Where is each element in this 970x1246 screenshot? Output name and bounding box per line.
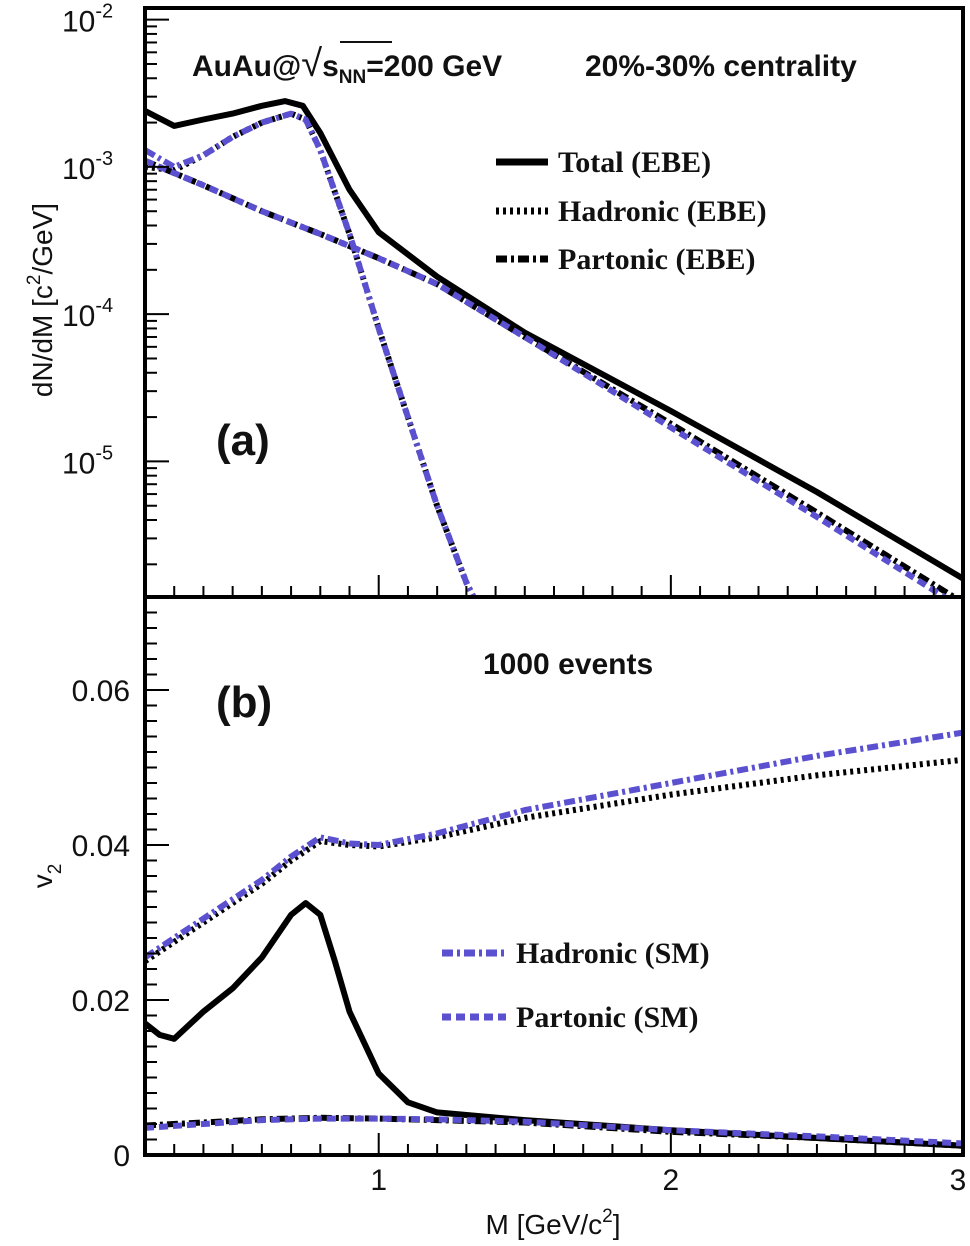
panel-b-curves <box>145 729 963 1149</box>
panel-a-series-2 <box>145 158 960 597</box>
legend-label-hadronic-ebe: Hadronic (EBE) <box>558 195 767 228</box>
panel-a-legend: Total (EBE) Hadronic (EBE) Partonic (EBE… <box>496 146 767 276</box>
panel-b-events: 1000 events <box>483 648 653 681</box>
panel-b-y-tick-label: 0 <box>113 1140 130 1173</box>
panel-b-legend: Hadronic (SM) Partonic (SM) <box>442 937 710 1034</box>
panel-a-series-3 <box>145 110 477 597</box>
panel-b-y-tick-label: 0.06 <box>72 675 130 708</box>
panel-b-y-tick-label: 0.04 <box>72 830 130 863</box>
panel-a-y-tick-label: 10-3 <box>62 148 113 186</box>
legend-label-total: Total (EBE) <box>558 146 711 179</box>
panel-b-ylabel: v2 <box>27 864 66 889</box>
panel-a: 10-2 10-3 10-4 10-5 dN/dM [c2/GeV] AuAu@√sN… <box>24 1 965 599</box>
panel-b-y-tick-labels: 0 0.02 0.04 0.06 <box>72 675 130 1173</box>
panel-a-y-tick-label: 10-5 <box>62 442 113 480</box>
panel-b-y-tick-label: 0.02 <box>72 985 130 1018</box>
panel-a-y-tick-labels: 10-2 10-3 10-4 10-5 <box>62 1 113 481</box>
legend-label-partonic-ebe: Partonic (EBE) <box>558 243 755 276</box>
panel-a-series-0 <box>145 98 963 582</box>
panel-a-series-1 <box>145 110 477 597</box>
panel-b: 0 0.02 0.04 0.06 1 2 3 v2 M [GeV/c2] 1000 eve… <box>27 595 966 1240</box>
panel-a-y-tick-label: 10-2 <box>62 1 113 39</box>
panel-b-xlabel: M [GeV/c2] <box>485 1206 620 1240</box>
panel-a-centrality: 20%-30% centrality <box>585 50 857 83</box>
panel-a-series-4 <box>145 158 951 597</box>
legend-label-partonic-sm: Partonic (SM) <box>516 1001 698 1034</box>
legend-label-hadronic-sm: Hadronic (SM) <box>516 937 710 970</box>
panel-a-ylabel: dN/dM [c2/GeV] <box>24 203 58 397</box>
panel-b-series-2 <box>145 1114 963 1149</box>
panel-b-x-tick-label: 3 <box>950 1164 967 1197</box>
panel-b-x-tick-labels: 1 2 3 <box>370 1164 966 1197</box>
panel-b-series-4 <box>145 1115 963 1147</box>
panel-a-annotation: AuAu@√sNN=200 GeV <box>192 43 502 88</box>
panel-a-curves <box>145 98 963 597</box>
panel-b-series-3 <box>145 729 963 960</box>
panel-a-y-tick-label: 10-4 <box>62 295 113 333</box>
panel-a-tag: (a) <box>216 416 270 465</box>
panel-b-tag: (b) <box>216 678 272 727</box>
panel-b-x-tick-label: 1 <box>370 1164 387 1197</box>
panel-b-frame <box>143 595 965 1157</box>
panel-b-x-tick-label: 2 <box>663 1164 680 1197</box>
